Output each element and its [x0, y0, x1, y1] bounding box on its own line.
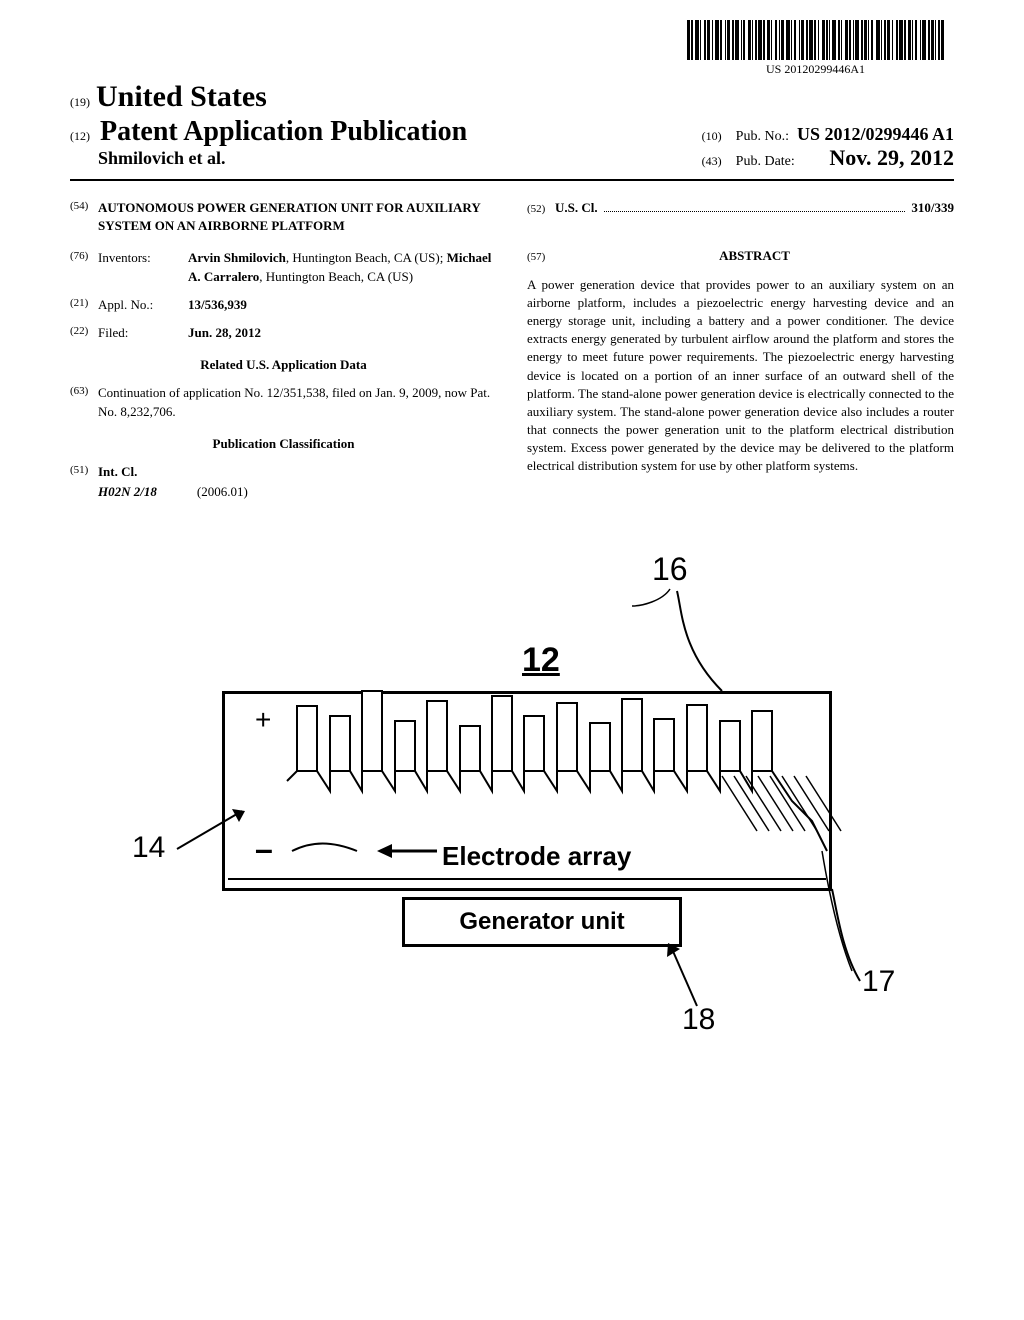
- authors-line: Shmilovich et al.: [98, 148, 467, 169]
- related-heading: Related U.S. Application Data: [70, 356, 497, 374]
- pub-date-label: Pub. Date:: [736, 154, 795, 170]
- field-num-63: (63): [70, 384, 98, 420]
- field-num-21: (21): [70, 296, 98, 314]
- right-column: (52) U.S. Cl. 310/339 (57) ABSTRACT A po…: [527, 199, 954, 501]
- appl-no: 13/536,939: [188, 296, 497, 314]
- pub-no-label: Pub. No.:: [736, 129, 789, 145]
- field-num-52: (52): [527, 202, 555, 217]
- int-cl-label: Int. Cl.: [98, 463, 137, 481]
- field-num-43: (43): [702, 154, 722, 169]
- abstract-text: A power generation device that provides …: [527, 276, 954, 476]
- header: (19) United States (12) Patent Applicati…: [70, 80, 954, 181]
- field-num-10: (10): [702, 129, 722, 144]
- invention-title: AUTONOMOUS POWER GENERATION UNIT FOR AUX…: [98, 199, 497, 235]
- inventors-value: Arvin Shmilovich, Huntington Beach, CA (…: [188, 249, 497, 285]
- electrode-array-label: Electrode array: [442, 841, 631, 872]
- appl-no-label: Appl. No.:: [98, 296, 188, 314]
- barcode-text: US 20120299446A1: [687, 62, 944, 77]
- int-cl-code: H02N 2/18: [98, 483, 157, 501]
- field-num-57: (57): [527, 250, 555, 265]
- inventor-1-loc: , Huntington Beach, CA (US);: [286, 250, 447, 265]
- pub-class-heading: Publication Classification: [70, 435, 497, 453]
- continuation-text: Continuation of application No. 12/351,5…: [98, 384, 497, 420]
- body-columns: (54) AUTONOMOUS POWER GENERATION UNIT FO…: [70, 199, 954, 501]
- field-num-51: (51): [70, 463, 98, 481]
- inner-line: [228, 878, 826, 880]
- country: United States: [96, 80, 267, 114]
- inventors-label: Inventors:: [98, 249, 188, 285]
- filed-label: Filed:: [98, 324, 188, 342]
- plus-sign: +: [255, 704, 271, 736]
- fig-label-17: 17: [862, 965, 895, 999]
- fig-label-16: 16: [652, 551, 688, 588]
- uscl-dots: [604, 211, 906, 212]
- fig-label-18: 18: [682, 1003, 715, 1037]
- filed-date: Jun. 28, 2012: [188, 324, 497, 342]
- uscl-label: U.S. Cl.: [555, 199, 598, 217]
- fig-label-12: 12: [522, 641, 560, 680]
- uscl-value: 310/339: [911, 199, 954, 217]
- barcode: [687, 20, 944, 60]
- minus-sign: –: [255, 831, 273, 868]
- field-num-76: (76): [70, 249, 98, 285]
- inventor-1-name: Arvin Shmilovich: [188, 250, 286, 265]
- field-num-12: (12): [70, 129, 90, 143]
- fig-label-14: 14: [132, 831, 165, 865]
- abstract-heading: ABSTRACT: [555, 247, 954, 265]
- generator-label: Generator unit: [459, 908, 624, 936]
- inventor-2-loc: , Huntington Beach, CA (US): [259, 269, 413, 284]
- field-num-22: (22): [70, 324, 98, 342]
- figure: 16 12 14 17 18 + – Electrode array Gener…: [122, 551, 902, 1051]
- left-column: (54) AUTONOMOUS POWER GENERATION UNIT FO…: [70, 199, 497, 501]
- pub-no: US 2012/0299446 A1: [797, 124, 954, 145]
- pub-date: Nov. 29, 2012: [829, 145, 954, 171]
- barcode-block: US 20120299446A1: [687, 20, 944, 77]
- int-cl-year: (2006.01): [197, 483, 248, 501]
- field-num-19: (19): [70, 95, 90, 110]
- field-num-54: (54): [70, 199, 98, 235]
- publication-type: Patent Application Publication: [100, 116, 467, 147]
- generator-box: Generator unit: [402, 897, 682, 947]
